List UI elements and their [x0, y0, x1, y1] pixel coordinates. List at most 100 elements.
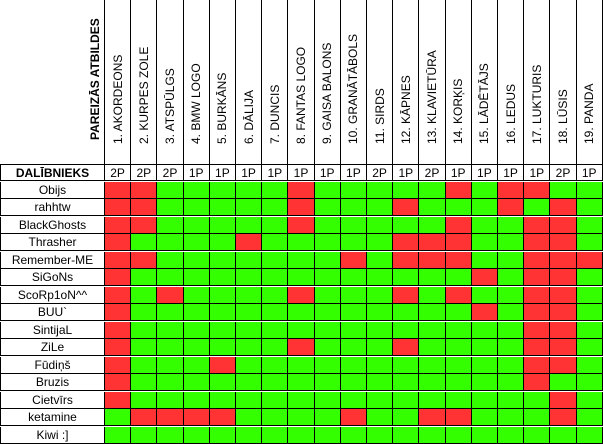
participant-name: Kiwi :] [0, 426, 105, 444]
column-header-label: 9. GAISA BALONS [320, 42, 335, 144]
correct-answer-cell [367, 216, 394, 234]
correct-answer-cell [340, 181, 367, 199]
correct-answer-cell [550, 181, 577, 199]
correct-answer-cell [498, 216, 525, 234]
correct-answer-cell [183, 374, 210, 391]
wrong-answer-cell [419, 251, 446, 269]
wrong-answer-cell [550, 286, 577, 304]
correct-answer-cell [236, 426, 263, 444]
wrong-answer-cell [550, 216, 577, 234]
correct-answer-cell [340, 356, 367, 374]
correct-answer-cell [471, 251, 498, 269]
correct-answer-cell [183, 251, 210, 269]
correct-answer-cell [576, 181, 603, 199]
wrong-answer-cell [550, 356, 577, 374]
correct-answer-cell [183, 269, 210, 286]
correct-answer-cell [236, 409, 263, 426]
column-header-label: 1. AKORDEONS [110, 54, 125, 144]
correct-answer-cell [471, 426, 498, 444]
column-header-label: 4. BMW LOGO [189, 63, 204, 144]
correct-answer-cell [157, 251, 184, 269]
wrong-answer-cell [445, 286, 472, 304]
correct-answer-cell [445, 304, 472, 321]
correct-answer-cell [131, 374, 158, 391]
correct-answer-cell [131, 269, 158, 286]
correct-answer-cell [471, 216, 498, 234]
correct-answer-cell [393, 356, 420, 374]
correct-answer-cell [393, 216, 420, 234]
correct-answer-cell [262, 216, 289, 234]
correct-answer-cell [393, 269, 420, 286]
correct-answer-cell [367, 234, 394, 251]
column-header: 9. GAISA BALONS [315, 0, 341, 164]
correct-answer-cell [288, 356, 315, 374]
wrong-answer-cell [524, 269, 551, 286]
correct-answer-cell [209, 391, 236, 409]
correct-answer-cell [498, 339, 525, 356]
correct-answer-cell [498, 234, 525, 251]
wrong-answer-cell [131, 199, 158, 216]
correct-answer-cell [183, 321, 210, 339]
wrong-answer-cell [524, 339, 551, 356]
column-header-label: 12. KĀPNES [398, 75, 413, 144]
correct-answer-cell [314, 339, 341, 356]
points-row: DALĪBNIEKS 2P 2P 2P 1P 1P 1P 1P 1P 1P 1P 2P 1P 2P 1P 1P… [0, 164, 603, 181]
wrong-answer-cell [105, 286, 132, 304]
column-header: 3. ATSPŪLGS [157, 0, 184, 164]
wrong-answer-cell [288, 339, 315, 356]
correct-answer-cell [236, 391, 263, 409]
wrong-answer-cell [524, 321, 551, 339]
correct-answer-cell [576, 409, 603, 426]
correct-answer-cell [419, 216, 446, 234]
correct-answer-cell [314, 216, 341, 234]
wrong-answer-cell [288, 181, 315, 199]
correct-answer-cell [340, 339, 367, 356]
table-row: Remember-ME [0, 251, 603, 269]
correct-answer-cell [524, 391, 551, 409]
correct-answer-cell [445, 374, 472, 391]
column-header-label: 10. GRANĀTĀBOLS [346, 33, 361, 144]
correct-answer-cell [314, 374, 341, 391]
correct-answer-cell [419, 304, 446, 321]
column-header: 19. PANDA [577, 0, 603, 164]
correct-answer-cell [183, 391, 210, 409]
correct-answer-cell [498, 391, 525, 409]
correct-answer-cell [314, 304, 341, 321]
wrong-answer-cell [105, 199, 132, 216]
wrong-answer-cell [393, 251, 420, 269]
column-header-label: 5. BURKĀNS [215, 72, 230, 144]
wrong-answer-cell [340, 409, 367, 426]
points-cell: 1P [498, 164, 525, 181]
correct-answer-cell [445, 199, 472, 216]
column-header-label: 14. KORĶIS [451, 78, 466, 144]
correct-answer-cell [209, 216, 236, 234]
wrong-answer-cell [288, 199, 315, 216]
correct-answer-cell [419, 199, 446, 216]
wrong-answer-cell [524, 216, 551, 234]
wrong-answer-cell [576, 251, 603, 269]
wrong-answer-cell [288, 216, 315, 234]
correct-answer-cell [236, 251, 263, 269]
correct-answer-cell [288, 269, 315, 286]
wrong-answer-cell [105, 356, 132, 374]
correct-answer-cell [209, 286, 236, 304]
correct-answer-cell [340, 321, 367, 339]
column-header-label: 11. SIRDS [372, 88, 387, 144]
correct-answer-cell [236, 356, 263, 374]
correct-answer-cell [445, 426, 472, 444]
correct-answer-cell [367, 409, 394, 426]
wrong-answer-cell [157, 409, 184, 426]
correct-answer-cell [209, 269, 236, 286]
column-header-label: 2. KURPES ZOLE [136, 46, 151, 144]
table-row: SiGoNs [0, 269, 603, 286]
column-header-label: 6. DĀLIJA [241, 89, 256, 144]
participant-name: Remember-ME [0, 251, 105, 269]
correct-answer-cell [131, 426, 158, 444]
correct-answer-cell [576, 199, 603, 216]
correct-answer-cell [314, 269, 341, 286]
correct-answer-cell [419, 339, 446, 356]
wrong-answer-cell [550, 304, 577, 321]
column-header: 4. BMW LOGO [184, 0, 210, 164]
participant-name: ZiLe [0, 339, 105, 356]
wrong-answer-cell [498, 199, 525, 216]
